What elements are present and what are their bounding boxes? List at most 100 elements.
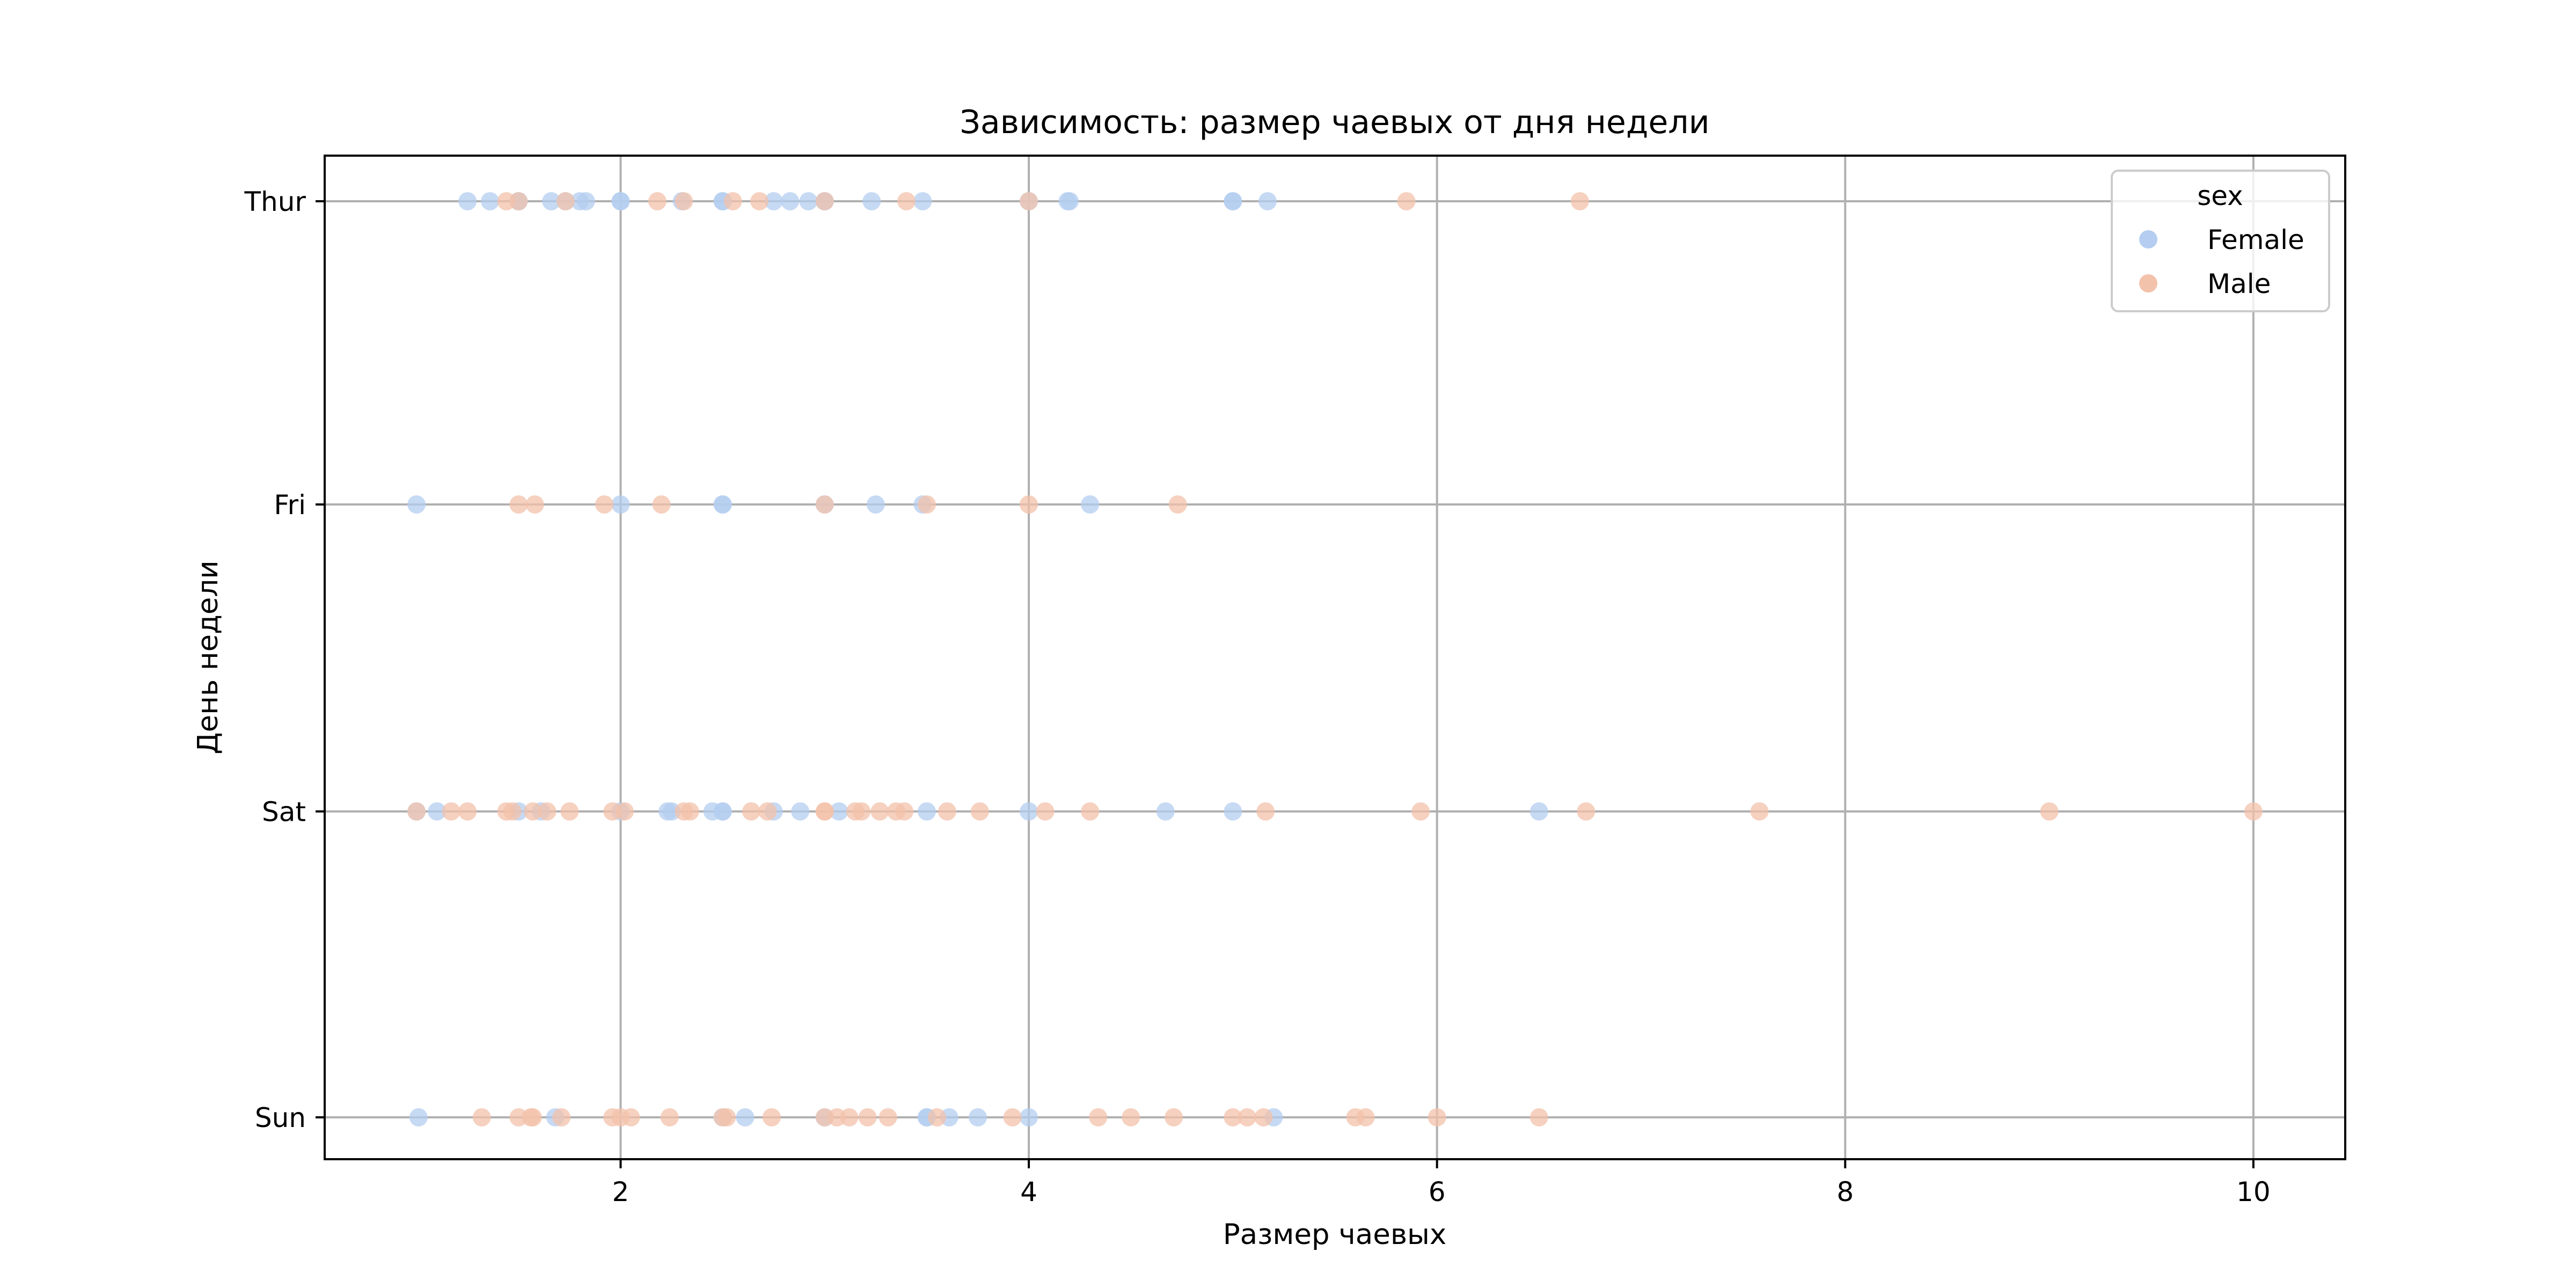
data-point-female — [969, 1108, 987, 1126]
data-point-male — [556, 192, 575, 210]
data-point-male — [742, 802, 760, 821]
data-point-male — [560, 802, 579, 821]
legend-box — [2111, 170, 2330, 312]
data-point-female — [713, 802, 732, 821]
data-point-male — [525, 495, 544, 514]
data-point-male — [1356, 1108, 1375, 1126]
x-tick-label: 4 — [1020, 1176, 1037, 1208]
data-point-female — [542, 192, 561, 210]
data-point-female — [428, 802, 447, 821]
y-axis-label: День недели — [192, 560, 224, 755]
legend-marker-female — [2139, 230, 2157, 248]
data-points — [407, 192, 2263, 1126]
data-point-female — [409, 1108, 428, 1126]
data-point-male — [660, 1108, 679, 1126]
data-point-male — [1750, 802, 1769, 821]
data-point-male — [970, 802, 989, 821]
data-point-male — [1238, 1108, 1256, 1126]
data-point-female — [407, 495, 426, 514]
x-tick-label: 2 — [612, 1176, 630, 1208]
data-point-male — [750, 192, 769, 210]
data-point-male — [879, 1108, 897, 1126]
data-point-male — [1256, 802, 1275, 821]
data-point-female — [1060, 192, 1079, 210]
chart-title: Зависимость: размер чаевых от дня недели — [960, 104, 1709, 141]
data-point-female — [1224, 802, 1242, 821]
data-point-male — [652, 495, 671, 514]
data-point-male — [621, 1108, 640, 1126]
data-point-female — [458, 192, 477, 210]
data-point-male — [840, 1108, 859, 1126]
data-point-male — [1577, 802, 1596, 821]
y-tick-label: Thur — [244, 186, 306, 217]
data-point-female — [611, 192, 630, 210]
data-point-female — [791, 802, 810, 821]
data-point-male — [523, 1108, 542, 1126]
data-point-female — [1258, 192, 1277, 210]
data-point-male — [648, 192, 667, 210]
data-point-female — [736, 1108, 755, 1126]
data-point-male — [503, 802, 522, 821]
legend: sex Female Male — [2111, 170, 2330, 312]
data-point-male — [1020, 495, 1038, 514]
data-point-male — [538, 802, 557, 821]
data-point-male — [680, 802, 699, 821]
data-point-male — [509, 495, 528, 514]
y-tick-label: Sun — [255, 1102, 306, 1133]
data-point-female — [1020, 802, 1038, 821]
legend-title: sex — [2197, 180, 2243, 211]
data-point-female — [713, 495, 732, 514]
data-point-male — [762, 1108, 781, 1126]
data-point-male — [675, 192, 693, 210]
legend-marker-male — [2139, 274, 2157, 292]
data-point-female — [1529, 802, 1548, 821]
data-point-male — [1003, 1108, 1022, 1126]
y-axis-ticks: Thur Fri Sat Sun — [244, 186, 325, 1133]
data-point-male — [718, 1108, 736, 1126]
data-point-male — [897, 192, 916, 210]
data-point-male — [2040, 802, 2059, 821]
data-point-male — [442, 802, 460, 821]
data-point-male — [1081, 802, 1100, 821]
data-point-male — [2244, 802, 2263, 821]
x-tick-label: 10 — [2236, 1176, 2271, 1208]
legend-label-female: Female — [2207, 224, 2304, 255]
data-point-male — [917, 495, 936, 514]
data-point-female — [1020, 1108, 1038, 1126]
data-point-male — [1397, 192, 1416, 210]
data-point-female — [611, 495, 630, 514]
data-point-female — [862, 192, 881, 210]
data-point-male — [723, 192, 742, 210]
data-point-female — [764, 192, 783, 210]
data-point-male — [1529, 1108, 1548, 1126]
data-point-female — [866, 495, 885, 514]
data-point-male — [815, 495, 834, 514]
data-point-female — [1156, 802, 1175, 821]
data-point-male — [523, 802, 542, 821]
data-point-male — [552, 1108, 571, 1126]
data-point-male — [938, 802, 956, 821]
data-point-male — [1224, 1108, 1242, 1126]
data-point-male — [1570, 192, 1589, 210]
y-tick-label: Fri — [274, 489, 306, 521]
x-axis-ticks: 2 4 6 8 10 — [612, 1159, 2271, 1208]
x-tick-label: 6 — [1429, 1176, 1446, 1208]
data-point-male — [852, 802, 871, 821]
data-point-male — [895, 802, 914, 821]
data-point-female — [917, 802, 936, 821]
data-point-female — [576, 192, 595, 210]
data-point-male — [858, 1108, 877, 1126]
data-point-male — [407, 802, 426, 821]
data-point-male — [1089, 1108, 1108, 1126]
data-point-female — [913, 192, 932, 210]
data-point-female — [481, 192, 499, 210]
data-point-male — [458, 802, 477, 821]
legend-label-male: Male — [2207, 268, 2271, 299]
data-point-male — [509, 192, 528, 210]
data-point-male — [595, 495, 613, 514]
data-point-male — [870, 802, 889, 821]
data-point-male — [927, 1108, 946, 1126]
data-point-male — [815, 802, 834, 821]
data-point-male — [1036, 802, 1055, 821]
